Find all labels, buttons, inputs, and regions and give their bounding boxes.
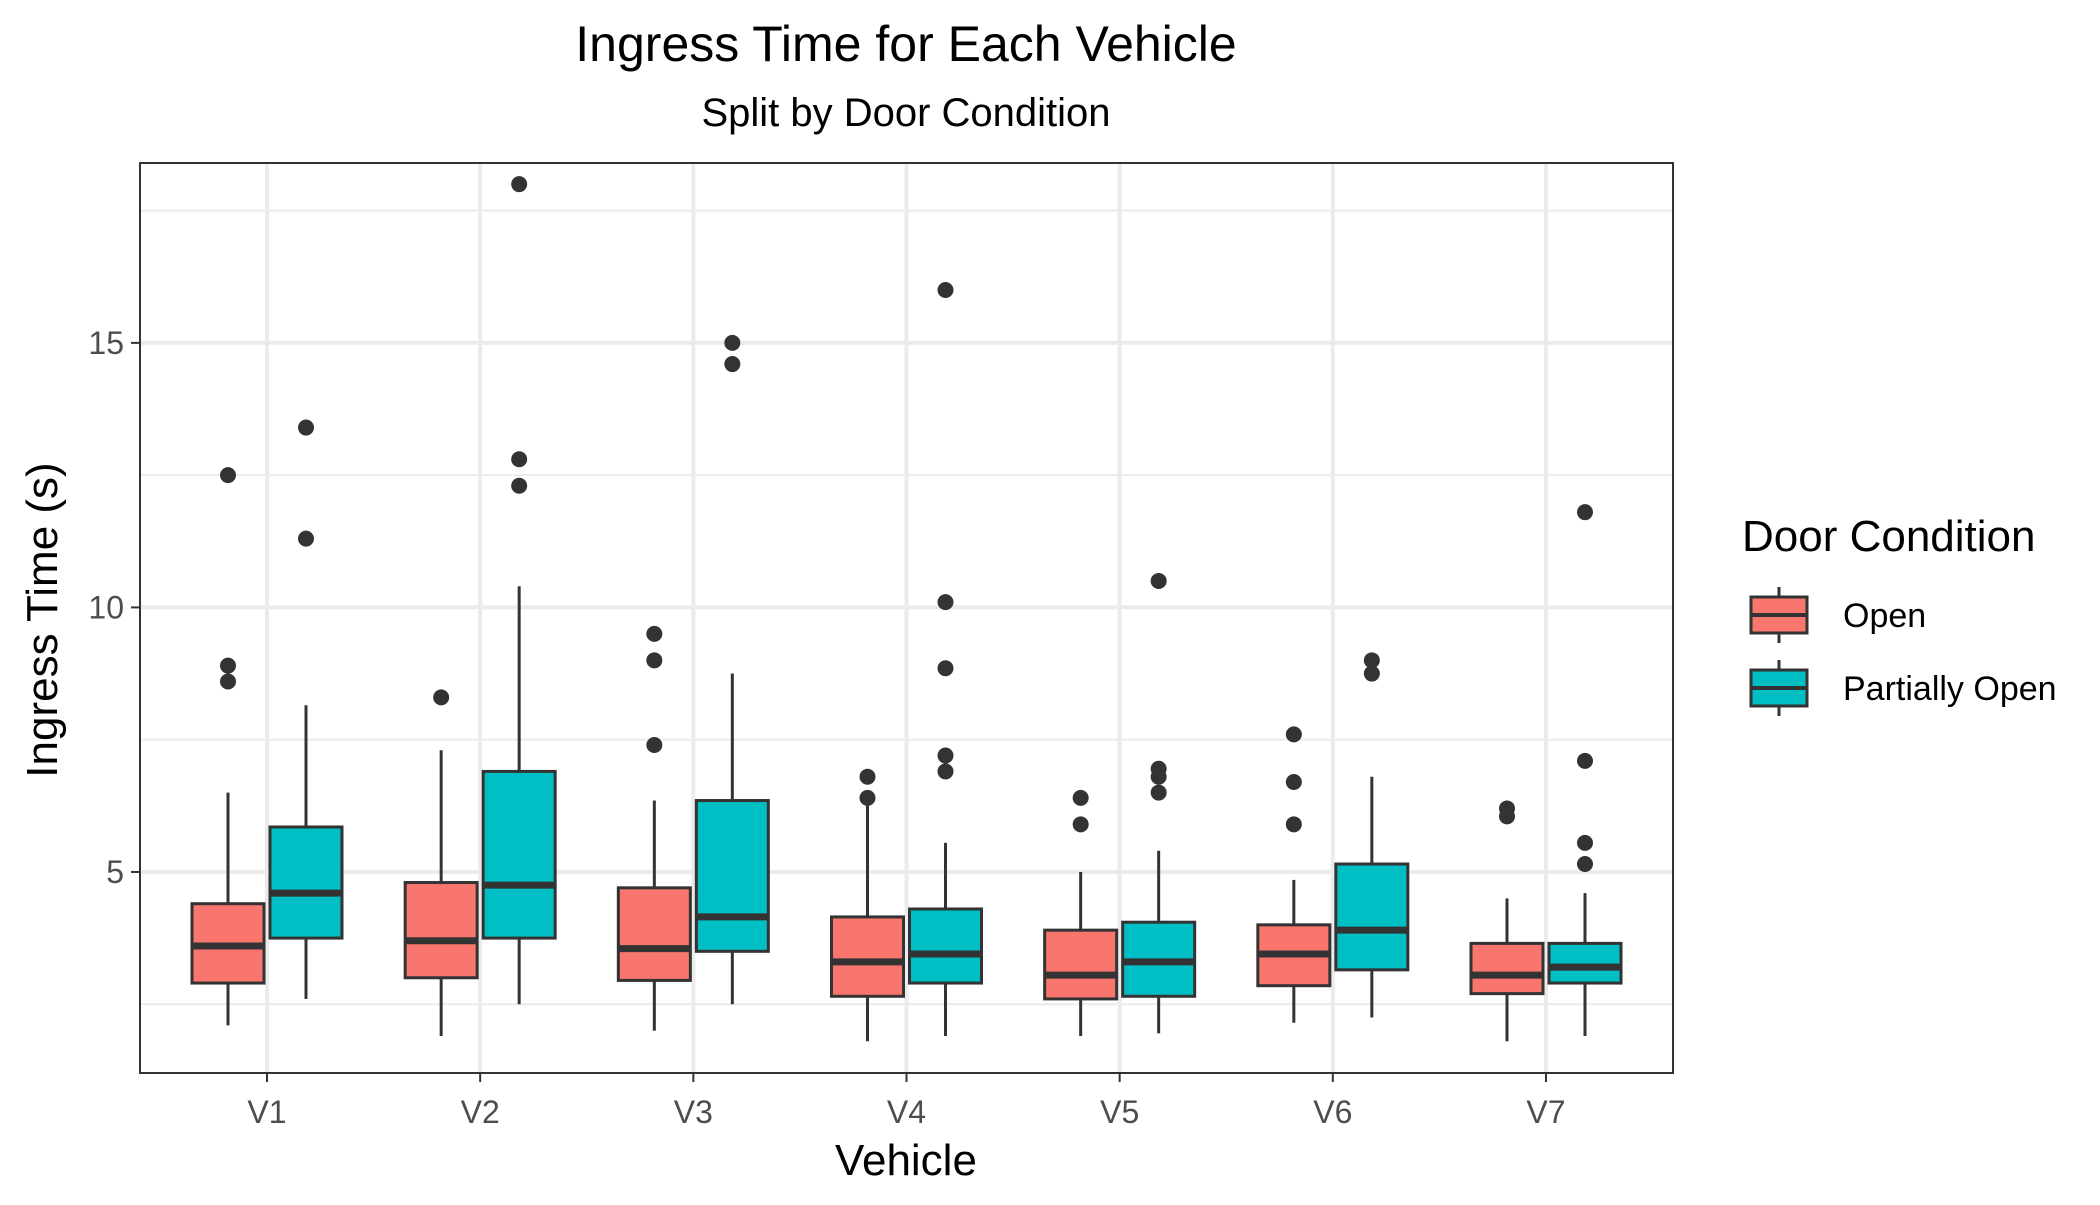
- box-body: [1334, 862, 1410, 972]
- outlier-point: [1577, 856, 1593, 873]
- box-V4-partially-open: [908, 281, 983, 1036]
- outlier-point: [724, 356, 741, 373]
- box-V6-open: [1256, 726, 1332, 1023]
- x-axis-title: Vehicle: [835, 1136, 977, 1185]
- outlier-point: [1285, 816, 1302, 833]
- box-V7-open: [1469, 800, 1545, 1042]
- y-tick-label: 10: [88, 589, 124, 625]
- legend-item-open: Open: [1749, 587, 1926, 643]
- x-tick-label: V4: [887, 1094, 926, 1130]
- box-V7-partially-open: [1547, 504, 1623, 1036]
- outlier-point: [511, 477, 528, 494]
- outlier-point: [1577, 504, 1593, 521]
- plot-area: 5 10 15 V1 V2 V3 V4 V5 V6 V7: [88, 162, 1674, 1130]
- box-body: [403, 881, 479, 980]
- outlier-point: [646, 736, 663, 753]
- legend-label: Open: [1843, 597, 1926, 635]
- outlier-point: [859, 789, 876, 806]
- outlier-point: [1577, 834, 1593, 851]
- outlier-point: [298, 530, 314, 547]
- outlier-point: [1072, 789, 1089, 806]
- outlier-point: [1285, 726, 1302, 743]
- box-V2-partially-open: [481, 176, 557, 1005]
- box-body: [268, 825, 344, 940]
- box-body: [1547, 941, 1623, 985]
- box-body: [1043, 928, 1119, 1001]
- box-V5-open: [1043, 789, 1119, 1036]
- outlier-point: [937, 660, 954, 677]
- box-body: [694, 799, 770, 953]
- outlier-point: [1150, 784, 1167, 801]
- x-tick-label: V5: [1100, 1094, 1139, 1130]
- box-V2-open: [403, 689, 479, 1036]
- box-V3-open: [616, 625, 692, 1031]
- outlier-point: [511, 176, 528, 193]
- x-tick-label: V1: [247, 1094, 286, 1130]
- box-body: [830, 915, 905, 998]
- outlier-point: [937, 747, 954, 764]
- outlier-point: [1150, 760, 1167, 777]
- x-tick-label: V6: [1313, 1094, 1352, 1130]
- outlier-point: [1150, 572, 1167, 589]
- box-V1-partially-open: [268, 419, 344, 999]
- box-body: [481, 769, 557, 940]
- outlier-point: [1285, 774, 1302, 791]
- legend-label: Partially Open: [1843, 670, 2057, 708]
- outlier-point: [220, 673, 236, 690]
- outlier-point: [1363, 652, 1380, 669]
- outlier-point: [511, 451, 528, 468]
- outlier-point: [937, 281, 954, 298]
- box-V5-partially-open: [1121, 572, 1197, 1034]
- outlier-point: [220, 657, 236, 674]
- box-V1-open: [190, 467, 266, 1026]
- outlier-point: [298, 419, 314, 436]
- box-V4-open: [830, 768, 905, 1042]
- box-body: [1469, 941, 1545, 996]
- outlier-point: [646, 652, 663, 669]
- y-tick-label: 15: [88, 325, 124, 361]
- outlier-point: [1577, 752, 1593, 769]
- outlier-point: [1072, 816, 1089, 833]
- box-body: [908, 907, 983, 985]
- outlier-point: [937, 594, 954, 611]
- outlier-point: [220, 467, 236, 484]
- box-body: [616, 886, 692, 982]
- x-tick-label: V2: [461, 1094, 500, 1130]
- outlier-point: [433, 689, 450, 706]
- outlier-point: [1499, 800, 1515, 817]
- y-tick-label: 5: [106, 854, 124, 890]
- box-V6-partially-open: [1334, 652, 1410, 1018]
- x-tick-label: V7: [1526, 1094, 1565, 1130]
- x-tick-label: V3: [674, 1094, 713, 1130]
- legend: Open Partially Open: [1749, 587, 2057, 716]
- outlier-point: [646, 625, 663, 642]
- chart-title: Ingress Time for Each Vehicle: [575, 16, 1236, 72]
- y-axis-title: Ingress Time (s): [18, 462, 67, 777]
- legend-title: Door Condition: [1742, 512, 2036, 561]
- outlier-point: [724, 334, 741, 351]
- legend-item-partially-open: Partially Open: [1749, 660, 2057, 716]
- outlier-point: [1363, 665, 1380, 682]
- outlier-point: [937, 763, 954, 780]
- chart-subtitle: Split by Door Condition: [701, 91, 1110, 135]
- outlier-point: [859, 768, 876, 785]
- box-V3-partially-open: [694, 334, 770, 1005]
